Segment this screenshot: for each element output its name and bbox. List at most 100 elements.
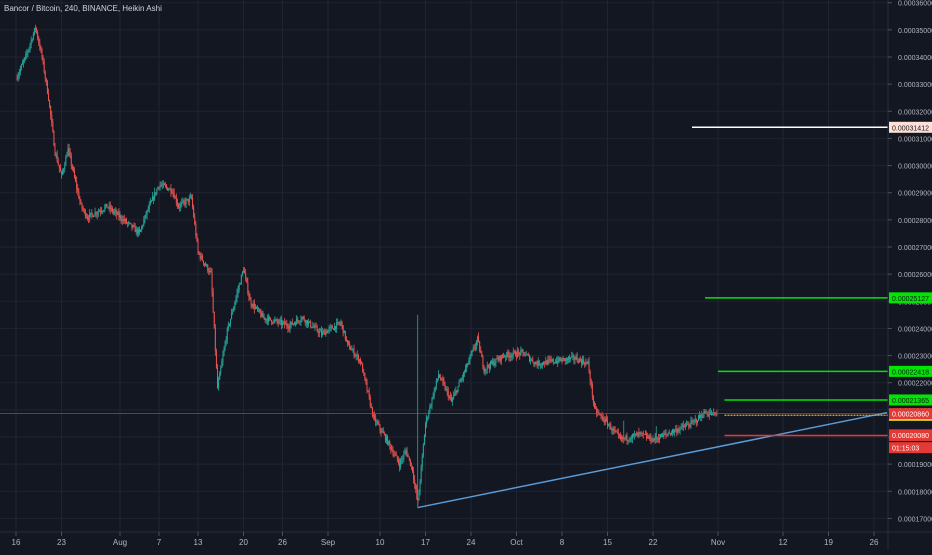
candle-body [558, 357, 560, 363]
candle-body [391, 449, 393, 451]
candle-body [167, 187, 169, 191]
candle-body [358, 359, 360, 361]
candle-body [343, 330, 345, 334]
candle-body [563, 358, 565, 359]
candle-body [478, 336, 480, 342]
candle-body [194, 216, 196, 225]
candle-body [440, 377, 442, 380]
candle-body [560, 359, 562, 361]
candle-body [461, 377, 463, 379]
candle-body [206, 264, 208, 266]
candle-body [716, 413, 718, 415]
candle-body [653, 439, 655, 441]
y-tick-label: 0.00035000 [898, 28, 932, 35]
candle-body [332, 328, 334, 330]
candle-body [536, 364, 538, 366]
candle-body [630, 438, 632, 440]
candle-body [517, 351, 519, 357]
candle-body [261, 313, 263, 317]
candle-body [82, 208, 84, 210]
candle-body [477, 336, 478, 342]
candle-body [576, 356, 578, 361]
candle-body [570, 357, 572, 360]
candle-body [599, 413, 601, 415]
candle-body [604, 418, 606, 422]
candle-body [633, 434, 634, 436]
candle-body [666, 433, 668, 435]
candle-body [90, 212, 92, 214]
candle-body [330, 326, 332, 328]
bid-price-label-text: 0.00020080 [892, 433, 929, 440]
candle-body [58, 164, 60, 169]
candle-body [290, 321, 292, 325]
candle-body [508, 354, 510, 358]
candle-body [173, 193, 175, 199]
candle-body [158, 187, 160, 188]
candle-body [140, 229, 142, 232]
candle-body [579, 358, 581, 361]
candle-body [137, 229, 139, 234]
candle-body [465, 368, 467, 373]
candle-body [656, 438, 658, 440]
candle-body [420, 466, 422, 482]
candle-body [108, 205, 110, 208]
candle-body [32, 33, 34, 40]
candle-body [298, 320, 300, 322]
candle-body [665, 433, 667, 435]
candle-body [492, 361, 494, 364]
candle-body [649, 435, 651, 439]
candle-body [64, 165, 66, 170]
candle-body [642, 432, 644, 435]
candle-body [133, 225, 135, 227]
candle-body [36, 28, 38, 33]
candle-body [394, 454, 396, 456]
candle-body [111, 208, 113, 212]
candle-body [48, 93, 49, 101]
green-level-3-label: 0.00021365 [889, 394, 932, 406]
support-trendline[interactable] [417, 411, 888, 509]
candle-body [495, 358, 497, 364]
candle-body [657, 438, 659, 440]
candle-body [571, 355, 573, 358]
candle-body [117, 212, 119, 215]
candle-body [654, 436, 656, 441]
drawing-lines[interactable] [0, 126, 888, 509]
candle-body [694, 419, 696, 421]
candle-body [306, 320, 308, 325]
candle-body [647, 436, 649, 439]
candle-body [282, 322, 283, 325]
candle-body [523, 351, 525, 356]
candle-body [254, 307, 256, 309]
candle-body [39, 43, 41, 49]
candle-body [709, 412, 711, 414]
candle-body [20, 64, 22, 69]
price-axis[interactable]: 0.00036000 0.00035000 0.00034000 0.00033000… [888, 1, 932, 524]
candle-body [186, 198, 188, 200]
candle-body [169, 188, 171, 190]
y-tick-label: 0.00030000 [898, 164, 932, 171]
candle-body [210, 270, 212, 272]
candle-body [494, 363, 496, 366]
candle-body [131, 223, 133, 228]
y-tick-label: 0.00028000 [898, 218, 932, 225]
candle-body [483, 366, 485, 373]
candle-body [342, 325, 344, 334]
time-axis[interactable]: 16 23 Aug 7 13 20 26 Sep 10 17 24 Oct 8 15 22 Nov 12 19 26 [12, 532, 879, 547]
candle-body [293, 323, 295, 324]
candle-body [95, 212, 97, 215]
candle-body [349, 343, 351, 350]
y-tick-label: 0.00019000 [898, 462, 932, 469]
x-tick-label: 20 [239, 538, 248, 547]
y-tick-label: 0.00036000 [898, 1, 932, 8]
candle-body [269, 316, 270, 318]
candle-body [466, 363, 468, 369]
candle-body [426, 417, 428, 424]
candle-body [142, 225, 144, 227]
candle-body [87, 217, 88, 219]
candle-body [622, 437, 624, 440]
x-tick-label: 22 [649, 538, 658, 547]
candle-body [527, 354, 529, 356]
candle-body [444, 383, 446, 390]
